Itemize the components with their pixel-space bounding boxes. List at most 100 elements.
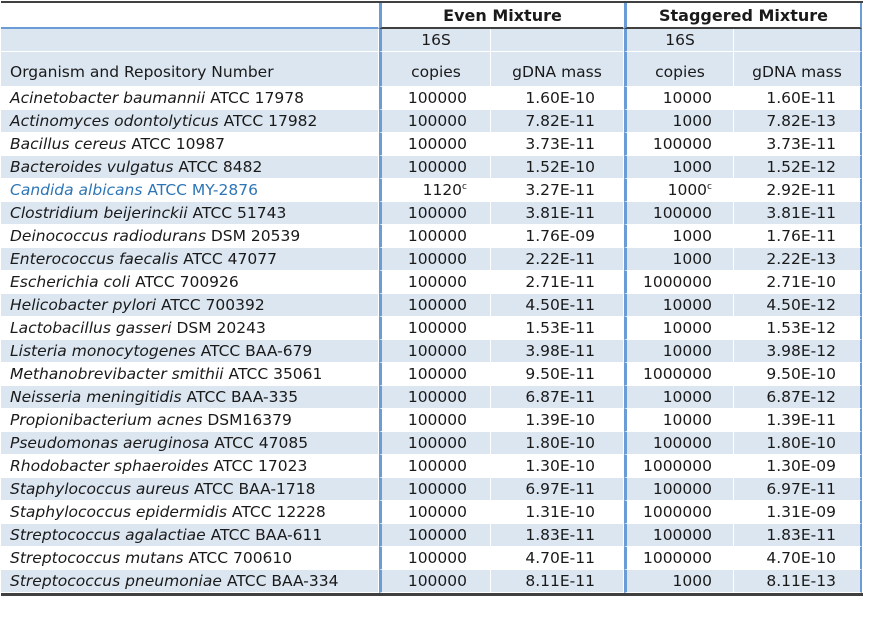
even-gdna-mass-cell: 3.73E-11 bbox=[491, 133, 624, 156]
value: 1.76E-09 bbox=[525, 227, 595, 245]
staggered-gdna-mass-cell: 1.53E-12 bbox=[734, 317, 862, 340]
even-gdna-mass-cell: 1.60E-10 bbox=[491, 87, 624, 110]
subheader-row-columns: Organism and Repository Number copies gD… bbox=[1, 52, 862, 87]
species-name: Pseudomonas aeruginosa bbox=[10, 434, 210, 452]
value: 1000 bbox=[672, 250, 712, 268]
staggered-16s-copies-cell: 10000 bbox=[624, 317, 734, 340]
organism-cell: Acinetobacter baumannii ATCC 17978 bbox=[1, 87, 379, 110]
organism-cell: Escherichia coli ATCC 700926 bbox=[1, 271, 379, 294]
staggered-gdna-mass-cell: 3.98E-12 bbox=[734, 340, 862, 363]
even-gdna-mass-cell: 1.76E-09 bbox=[491, 225, 624, 248]
organism-cell: Neisseria meningitidis ATCC BAA-335 bbox=[1, 386, 379, 409]
staggered-gdna-mass-cell: 6.97E-11 bbox=[734, 478, 862, 501]
subheader-row-16s: 16S 16S bbox=[1, 29, 862, 52]
staggered-gdna-mass-cell: 2.71E-10 bbox=[734, 271, 862, 294]
strain-id: ATCC 17982 bbox=[223, 112, 318, 130]
species-name: Bacillus cereus bbox=[10, 135, 127, 153]
organism-cell: Lactobacillus gasseri DSM 20243 bbox=[1, 317, 379, 340]
species-name: Enterococcus faecalis bbox=[10, 250, 179, 268]
strain-id: ATCC 8482 bbox=[178, 158, 263, 176]
value: 2.92E-11 bbox=[766, 181, 836, 199]
value: 2.22E-13 bbox=[766, 250, 836, 268]
organism-cell: Streptococcus agalactiae ATCC BAA-611 bbox=[1, 524, 379, 547]
value: 1000 bbox=[672, 572, 712, 590]
table-row: Staphylococcus epidermidis ATCC 12228 100… bbox=[1, 501, 862, 524]
strain-id: ATCC 47085 bbox=[214, 434, 309, 452]
value: 1.80E-10 bbox=[525, 434, 595, 452]
value: 3.98E-11 bbox=[525, 342, 595, 360]
footnote-marker: c bbox=[462, 181, 467, 192]
even-16s-copies-cell: 100000 bbox=[379, 455, 491, 478]
staggered-16s-copies-cell: 10000 bbox=[624, 409, 734, 432]
value: 3.98E-12 bbox=[766, 342, 836, 360]
value: 1.30E-09 bbox=[766, 457, 836, 475]
value: 9.50E-10 bbox=[766, 365, 836, 383]
even-16s-copies-cell: 100000 bbox=[379, 271, 491, 294]
table-row: Enterococcus faecalis ATCC 47077 100000 2.… bbox=[1, 248, 862, 271]
even-gdna-mass-cell: 1.83E-11 bbox=[491, 524, 624, 547]
value: 10000 bbox=[662, 388, 712, 406]
even-16s-copies-cell: 100000 bbox=[379, 110, 491, 133]
organism-cell: Candida albicans ATCC MY-2876 bbox=[1, 179, 379, 202]
value: 4.50E-12 bbox=[766, 296, 836, 314]
strain-id: ATCC BAA-679 bbox=[200, 342, 313, 360]
value: 9.50E-11 bbox=[525, 365, 595, 383]
value: 1000 bbox=[672, 227, 712, 245]
table-row: Bacteroides vulgatus ATCC 8482 100000 1.52… bbox=[1, 156, 862, 179]
value: 10000 bbox=[662, 411, 712, 429]
even-gdna-mass-cell: 4.70E-11 bbox=[491, 547, 624, 570]
strain-id: ATCC MY-2876 bbox=[147, 181, 258, 199]
species-name: Deinococcus radiodurans bbox=[10, 227, 206, 245]
staggered-gdna-mass-cell: 6.87E-12 bbox=[734, 386, 862, 409]
value: 7.82E-11 bbox=[525, 112, 595, 130]
species-name: Acinetobacter baumannii bbox=[10, 89, 206, 107]
subheader-copies-staggered: copies bbox=[624, 52, 734, 87]
value: 1000000 bbox=[642, 365, 712, 383]
species-name: Rhodobacter sphaeroides bbox=[10, 457, 209, 475]
value: 10000 bbox=[662, 319, 712, 337]
species-name: Listeria monocytogenes bbox=[10, 342, 196, 360]
value: 1000000 bbox=[642, 549, 712, 567]
species-name: Helicobacter pylori bbox=[10, 296, 157, 314]
strain-id: ATCC BAA-335 bbox=[186, 388, 299, 406]
even-16s-copies-cell: 100000 bbox=[379, 409, 491, 432]
table-row: Propionibacterium acnes DSM16379 100000 1.… bbox=[1, 409, 862, 432]
strain-id: ATCC 10987 bbox=[131, 135, 226, 153]
table-row: Streptococcus agalactiae ATCC BAA-611 100… bbox=[1, 524, 862, 547]
value: 1.83E-11 bbox=[525, 526, 595, 544]
even-16s-copies-cell: 100000 bbox=[379, 570, 491, 593]
even-gdna-mass-cell: 1.53E-11 bbox=[491, 317, 624, 340]
value: 3.81E-11 bbox=[766, 204, 836, 222]
staggered-gdna-mass-cell: 1.60E-11 bbox=[734, 87, 862, 110]
even-gdna-mass-cell: 9.50E-11 bbox=[491, 363, 624, 386]
value: 100000 bbox=[407, 503, 467, 521]
table-row: Bacillus cereus ATCC 10987 100000 3.73E-11… bbox=[1, 133, 862, 156]
staggered-gdna-mass-cell: 1.31E-09 bbox=[734, 501, 862, 524]
staggered-16s-copies-cell: 1000c bbox=[624, 179, 734, 202]
strain-id: ATCC BAA-611 bbox=[210, 526, 323, 544]
staggered-16s-copies-cell: 1000 bbox=[624, 156, 734, 179]
staggered-16s-copies-cell: 100000 bbox=[624, 478, 734, 501]
value: 10000 bbox=[662, 342, 712, 360]
species-name: Bacteroides vulgatus bbox=[10, 158, 174, 176]
staggered-16s-copies-cell: 1000000 bbox=[624, 455, 734, 478]
value: 100000 bbox=[407, 365, 467, 383]
strain-id: ATCC 700610 bbox=[188, 549, 293, 567]
even-16s-copies-cell: 100000 bbox=[379, 386, 491, 409]
group-header-even: Even Mixture bbox=[379, 3, 624, 29]
value: 100000 bbox=[407, 319, 467, 337]
strain-id: ATCC 17978 bbox=[210, 89, 304, 107]
staggered-gdna-mass-cell: 2.22E-13 bbox=[734, 248, 862, 271]
organism-cell: Actinomyces odontolyticus ATCC 17982 bbox=[1, 110, 379, 133]
staggered-gdna-mass-cell: 1.83E-11 bbox=[734, 524, 862, 547]
even-16s-copies-cell: 100000 bbox=[379, 524, 491, 547]
even-16s-copies-cell: 100000 bbox=[379, 294, 491, 317]
staggered-gdna-mass-cell: 4.50E-12 bbox=[734, 294, 862, 317]
even-gdna-mass-cell: 1.31E-10 bbox=[491, 501, 624, 524]
strain-id: DSM16379 bbox=[207, 411, 292, 429]
species-name: Candida albicans bbox=[10, 181, 143, 199]
even-gdna-mass-cell: 1.80E-10 bbox=[491, 432, 624, 455]
staggered-16s-copies-cell: 1000000 bbox=[624, 547, 734, 570]
value: 1.30E-10 bbox=[525, 457, 595, 475]
staggered-gdna-mass-cell: 3.81E-11 bbox=[734, 202, 862, 225]
